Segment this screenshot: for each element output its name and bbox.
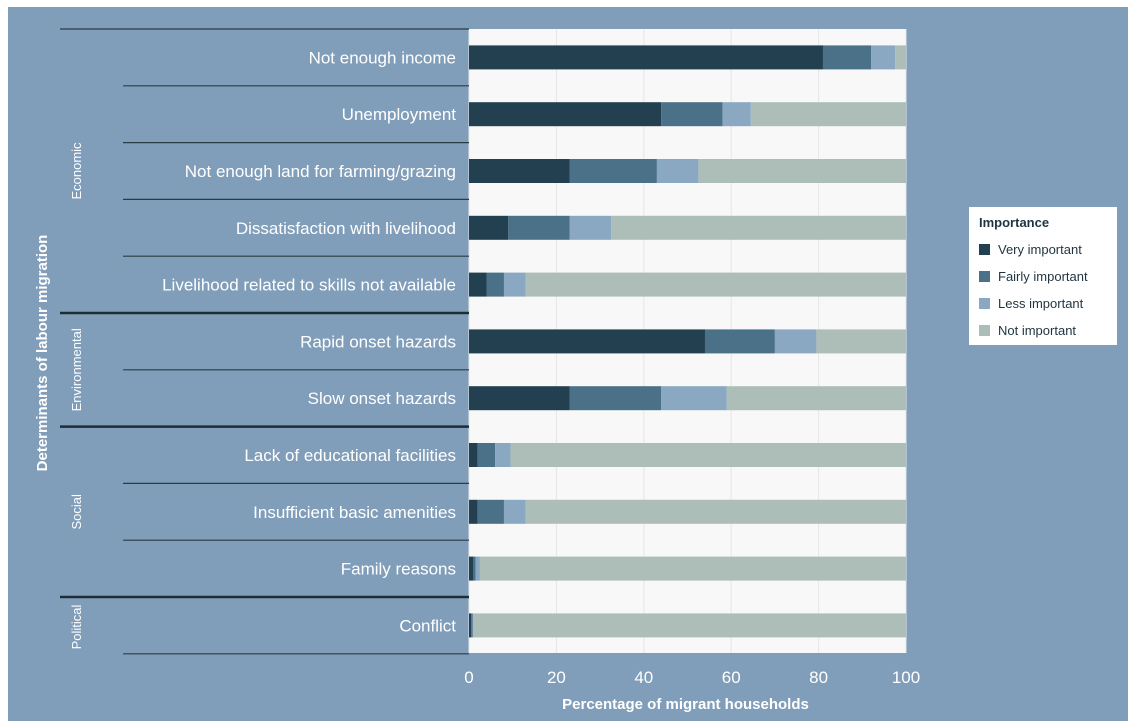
bar-segment (822, 45, 872, 70)
bar-segment (503, 499, 526, 524)
group-label: Economic (69, 142, 84, 200)
x-tick-label: 100 (892, 668, 920, 687)
bar-segment (569, 386, 662, 411)
bar-segment (469, 443, 478, 467)
legend-item: Fairly important (979, 263, 1107, 290)
bar-segment (477, 443, 496, 467)
y-axis-title: Determinants of labour migration (34, 235, 51, 472)
x-tick-label: 80 (809, 668, 828, 687)
x-tick-label: 60 (722, 668, 741, 687)
legend-item: Not important (979, 317, 1107, 344)
legend-swatch (979, 325, 990, 336)
stacked-bar-chart: Not enough income Unemployment Not enough … (34, 28, 920, 713)
bar-segment (750, 102, 906, 127)
category-label: Dissatisfaction with livelihood (236, 219, 456, 238)
bar-segment (469, 329, 705, 354)
legend-label: Very important (998, 242, 1082, 257)
bar-segment (471, 613, 473, 638)
category-label: Family reasons (341, 560, 456, 579)
x-tick-label: 0 (464, 668, 473, 687)
bar-segment (486, 272, 504, 297)
bar-segment (722, 102, 751, 127)
bar-segment (510, 443, 906, 467)
x-axis-title: Percentage of migrant households (562, 696, 809, 713)
bar-segment (656, 159, 699, 183)
legend-label: Not important (998, 323, 1077, 338)
bar-segment (525, 272, 906, 297)
bar-segment (569, 215, 612, 240)
legend-items: Very important Fairly important Less impor… (979, 236, 1107, 344)
legend-label: Fairly important (998, 269, 1088, 284)
category-label: Insufficient basic amenities (253, 503, 456, 522)
legend-swatch (979, 271, 990, 282)
bar-segment (871, 45, 896, 70)
bar-segment (475, 556, 480, 581)
bar-segment (469, 272, 487, 297)
bar-segment (726, 386, 906, 411)
legend: Importance Very important Fairly importan… (969, 207, 1117, 345)
legend-label: Less important (998, 296, 1084, 311)
group-label: Social (69, 494, 84, 530)
category-label: Livelihood related to skills not availab… (162, 276, 456, 295)
bar-segment (774, 329, 817, 354)
bar-segment (661, 102, 723, 127)
bar-segment (698, 159, 906, 183)
bar-segment (508, 215, 570, 240)
bar-segment (473, 613, 906, 638)
bar-segment (816, 329, 906, 354)
bar-segment (895, 45, 906, 70)
bar-segment (469, 613, 472, 638)
x-tick-label: 20 (547, 668, 566, 687)
bar-segment (495, 443, 511, 467)
bar-segment (477, 499, 504, 524)
legend-item: Very important (979, 236, 1107, 263)
legend-swatch (979, 244, 990, 255)
group-label: Political (69, 604, 84, 649)
bar-segment (469, 159, 570, 183)
group-label: Environmental (69, 328, 84, 411)
bar-segment (473, 556, 476, 581)
bar-segment (469, 556, 474, 581)
bar-segment (469, 45, 823, 70)
category-label: Not enough land for farming/grazing (185, 162, 456, 181)
bar-segment (569, 159, 657, 183)
bar-segment (472, 613, 474, 638)
legend-title: Importance (979, 215, 1050, 230)
legend-swatch (979, 298, 990, 309)
bar-segment (479, 556, 906, 581)
chart-figure: Not enough income Unemployment Not enough … (8, 7, 1128, 721)
bar-segment (469, 102, 662, 127)
x-tick-label: 40 (634, 668, 653, 687)
bar-segment (661, 386, 727, 411)
category-label: Slow onset hazards (308, 389, 456, 408)
category-label: Lack of educational facilities (244, 446, 456, 465)
bar-segment (469, 386, 570, 411)
legend-item: Less important (979, 290, 1107, 317)
bar-segment (469, 215, 509, 240)
bar-segment (469, 499, 478, 524)
category-label: Unemployment (342, 105, 457, 124)
category-label: Rapid onset hazards (300, 332, 456, 351)
bar-segment (704, 329, 775, 354)
bar-segment (525, 499, 906, 524)
bar-segment (611, 215, 906, 240)
category-label: Not enough income (309, 48, 456, 67)
bar-segment (503, 272, 526, 297)
category-label: Conflict (399, 616, 456, 635)
